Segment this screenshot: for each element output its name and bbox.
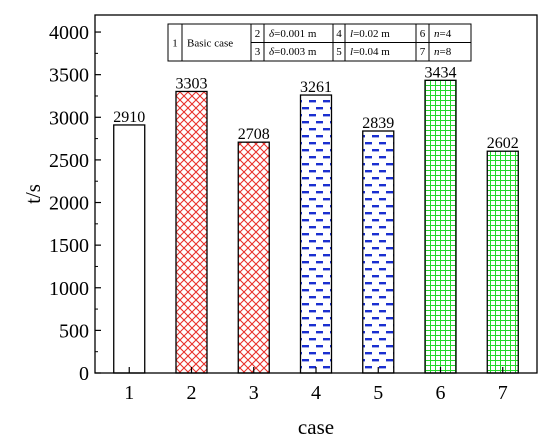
y-tick-label: 3500: [49, 65, 89, 87]
x-tick-label: 7: [498, 382, 508, 404]
legend-item-6-number: 6: [420, 28, 426, 40]
legend-item-3-number: 3: [255, 46, 261, 58]
y-tick-label: 500: [59, 320, 89, 342]
legend-item-1-number: 1: [172, 38, 178, 50]
legend-item-7-label: n=8: [434, 46, 452, 58]
y-tick-label: 4000: [49, 22, 89, 44]
data-label-case-4: 3261: [300, 79, 332, 96]
data-label-case-3: 2708: [238, 126, 270, 143]
y-axis-title: t/s: [21, 184, 45, 204]
data-label-case-2: 3303: [175, 75, 207, 92]
legend-item-5-label: l=0.04 m: [350, 46, 390, 58]
legend-item-1-label: Basic case: [187, 38, 233, 50]
y-tick-label: 2000: [49, 193, 89, 215]
legend-item-2-label: δ=0.001 m: [269, 28, 317, 40]
x-tick-label: 3: [249, 382, 259, 404]
legend-item-4-number: 4: [336, 28, 342, 40]
x-tick-label: 6: [436, 382, 446, 404]
bar-case-3: [237, 141, 270, 374]
legend-item-6-label: n=4: [434, 28, 452, 40]
x-axis-title: case: [298, 415, 334, 439]
data-label-case-5: 2839: [362, 115, 394, 132]
x-tick-label: 5: [373, 382, 383, 404]
bar-case-1: [113, 124, 146, 374]
legend-item-4-label: l=0.02 m: [350, 28, 390, 40]
plot-frame: [94, 14, 538, 374]
bar-case-7: [486, 150, 519, 374]
legend-item-5-number: 5: [336, 46, 342, 58]
legend-item-2-number: 2: [255, 28, 261, 40]
legend-item-7-number: 7: [420, 46, 426, 58]
bar-case-4: [299, 94, 333, 374]
y-tick-label: 2500: [49, 150, 89, 172]
y-tick-label: 1500: [49, 235, 89, 257]
bar-case-2: [175, 90, 208, 374]
y-tick-label: 0: [79, 363, 89, 385]
bar-case-5: [362, 130, 395, 374]
y-tick-label: 3000: [49, 107, 89, 129]
x-tick-label: 2: [186, 382, 196, 404]
bar-case-6: [424, 79, 457, 374]
x-tick-label: 4: [311, 382, 321, 404]
legend-item-3-label: δ=0.003 m: [269, 46, 317, 58]
y-tick-label: 1000: [49, 278, 89, 300]
legend-table: 1 Basic case 2 δ=0.001 m 4 l=0.02 m 6 n=4 3 δ=0.0…: [167, 23, 472, 62]
data-label-case-6: 3434: [425, 64, 457, 81]
data-label-case-7: 2602: [487, 135, 519, 152]
data-label-case-1: 2910: [113, 109, 145, 126]
x-tick-label: 1: [124, 382, 134, 404]
